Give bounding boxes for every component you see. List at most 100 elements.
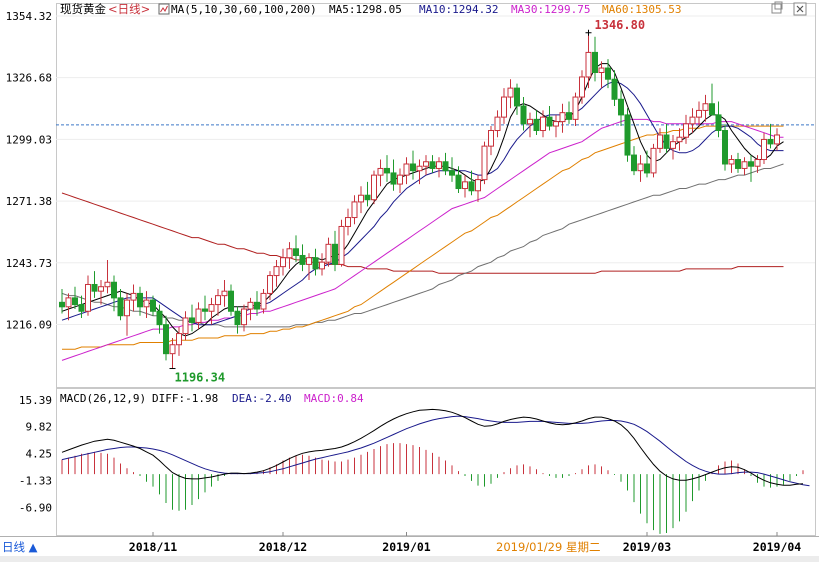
candle-106	[748, 155, 754, 182]
candle-0	[59, 288, 65, 314]
candle-41	[325, 237, 332, 267]
candle-33	[273, 259, 280, 287]
candle-21	[195, 302, 202, 330]
candle-29	[247, 297, 254, 321]
cursor-date: 2019/01/29 星期二	[496, 540, 600, 554]
macd-tick-label-1: 9.82	[26, 421, 53, 434]
candle-body-49	[377, 167, 384, 176]
candle-body-0	[59, 301, 65, 308]
candle-body-73	[533, 118, 540, 132]
candle-23	[208, 297, 215, 325]
candle-body-79	[572, 96, 579, 120]
candle-38	[306, 253, 312, 281]
candle-body-23	[208, 304, 215, 312]
high-label: 1346.80	[595, 18, 646, 32]
candle-48	[371, 170, 377, 205]
candle-36	[293, 235, 299, 263]
candle-body-106	[748, 161, 754, 167]
candle-91	[650, 143, 657, 178]
date-x-axis: 2018/11 2018/12 2019/01 2019/03 2019/04	[129, 532, 801, 554]
candle-body-55	[416, 165, 423, 172]
candle-body-75	[546, 116, 553, 127]
price-annotations: 1346.80 1196.34	[169, 18, 646, 385]
candle-26	[228, 284, 234, 316]
candle-34	[280, 248, 286, 276]
candle-8	[111, 275, 117, 312]
candle-82	[592, 36, 598, 82]
period-tab[interactable]: 日线 ▲	[2, 540, 38, 554]
candle-75	[546, 105, 553, 131]
candle-body-95	[676, 136, 683, 143]
candle-63	[468, 170, 475, 196]
ma100-line	[61, 163, 784, 328]
candle-body-17	[169, 344, 176, 355]
candle-body-33	[273, 266, 280, 277]
candle-84	[605, 59, 611, 89]
price-tick-label-3: 1271.38	[6, 195, 52, 208]
candle-body-13	[143, 299, 150, 308]
instrument-name: 现货黄金	[60, 2, 106, 16]
candle-body-2	[72, 297, 78, 306]
candle-body-68	[501, 96, 507, 118]
ma200-line	[61, 192, 784, 274]
candle-4	[85, 275, 91, 316]
candle-body-82	[592, 51, 598, 73]
candle-body-35	[286, 248, 293, 259]
candlestick-series[interactable]	[59, 32, 780, 369]
high-marker	[585, 29, 592, 36]
candle-body-20	[189, 317, 195, 323]
candle-body-74	[540, 116, 546, 132]
restore-icon[interactable]	[771, 1, 783, 14]
bottom-toolbar[interactable]	[0, 556, 819, 562]
candle-67	[494, 110, 501, 138]
ma-line-glyph	[160, 5, 168, 13]
candle-107	[754, 155, 761, 173]
candle-body-24	[215, 295, 221, 306]
candle-20	[189, 304, 195, 332]
candle-80	[579, 70, 585, 104]
period-label[interactable]: <日线>	[108, 2, 150, 16]
candle-90	[644, 150, 650, 178]
candle-12	[137, 286, 143, 316]
candle-body-83	[598, 67, 605, 73]
candle-97	[689, 108, 696, 133]
candle-body-41	[325, 243, 332, 263]
candle-body-90	[644, 163, 650, 174]
dea-line	[61, 415, 810, 487]
ma5-line	[61, 63, 784, 337]
candle-66	[488, 126, 494, 156]
macd-series	[61, 408, 810, 534]
candle-74	[540, 110, 546, 138]
price-panel-frame	[56, 3, 816, 388]
candle-42	[332, 230, 338, 272]
close-icon[interactable]	[793, 2, 807, 16]
candle-body-8	[111, 281, 117, 299]
candle-body-71	[520, 105, 527, 125]
x-tick-label-3: 2019/03	[623, 540, 672, 554]
candle-body-69	[507, 87, 514, 98]
candle-69	[507, 79, 514, 109]
candle-body-53	[403, 163, 410, 176]
candle-body-80	[579, 76, 585, 98]
candle-body-66	[488, 130, 494, 147]
price-gridlines	[56, 15, 815, 325]
candle-body-77	[559, 112, 566, 123]
candle-body-92	[657, 134, 663, 149]
candle-body-48	[371, 174, 377, 201]
candle-body-32	[267, 275, 273, 294]
candle-body-85	[611, 78, 618, 100]
x-tick-label-1: 2018/12	[259, 540, 307, 554]
candle-101	[715, 101, 722, 138]
candle-31	[260, 288, 267, 314]
candle-body-89	[637, 163, 644, 172]
candle-body-108	[761, 138, 767, 161]
candle-19	[182, 311, 189, 341]
candle-body-72	[527, 118, 533, 125]
ma60-value: MA60:1305.53	[602, 3, 681, 16]
candle-body-26	[228, 290, 234, 312]
candle-58	[436, 157, 442, 178]
candle-body-59	[442, 161, 449, 172]
candle-body-62	[462, 181, 468, 190]
candle-body-21	[195, 308, 202, 323]
